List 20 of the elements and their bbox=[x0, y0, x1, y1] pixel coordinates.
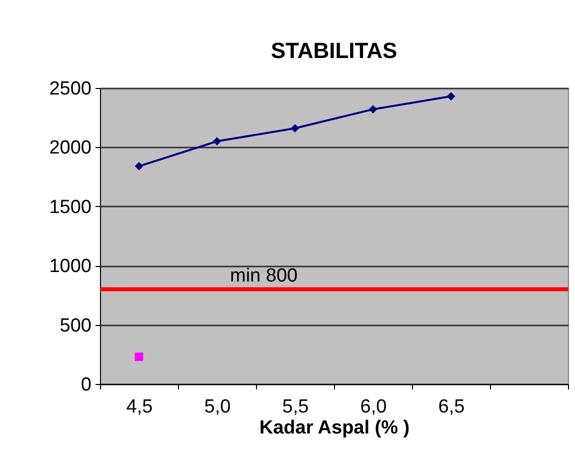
y-tick-label: 1000 bbox=[49, 256, 92, 278]
x-tick-label: 6,0 bbox=[360, 396, 387, 418]
y-tick-label: 500 bbox=[60, 315, 92, 336]
chart-title: STABILITAS bbox=[270, 38, 398, 63]
point bbox=[212, 137, 222, 146]
point bbox=[368, 105, 378, 114]
y-tick-label: 2000 bbox=[49, 138, 92, 159]
x-axis-title: Kadar Aspal (% ) bbox=[259, 418, 410, 438]
x-tick-label: 5,5 bbox=[282, 396, 309, 418]
y-tick-label: 0 bbox=[80, 374, 92, 396]
y-tick-label: 2500 bbox=[49, 78, 92, 100]
x-tick-label: 4,5 bbox=[126, 396, 153, 418]
ref-line-label: min 800 bbox=[230, 265, 298, 286]
point bbox=[290, 124, 300, 132]
point bbox=[134, 352, 144, 361]
point bbox=[134, 162, 144, 170]
x-tick-label: 5,0 bbox=[204, 396, 231, 418]
point bbox=[446, 92, 456, 100]
x-tick-label: 6,5 bbox=[438, 396, 465, 418]
y-tick-label: 1500 bbox=[49, 196, 92, 218]
